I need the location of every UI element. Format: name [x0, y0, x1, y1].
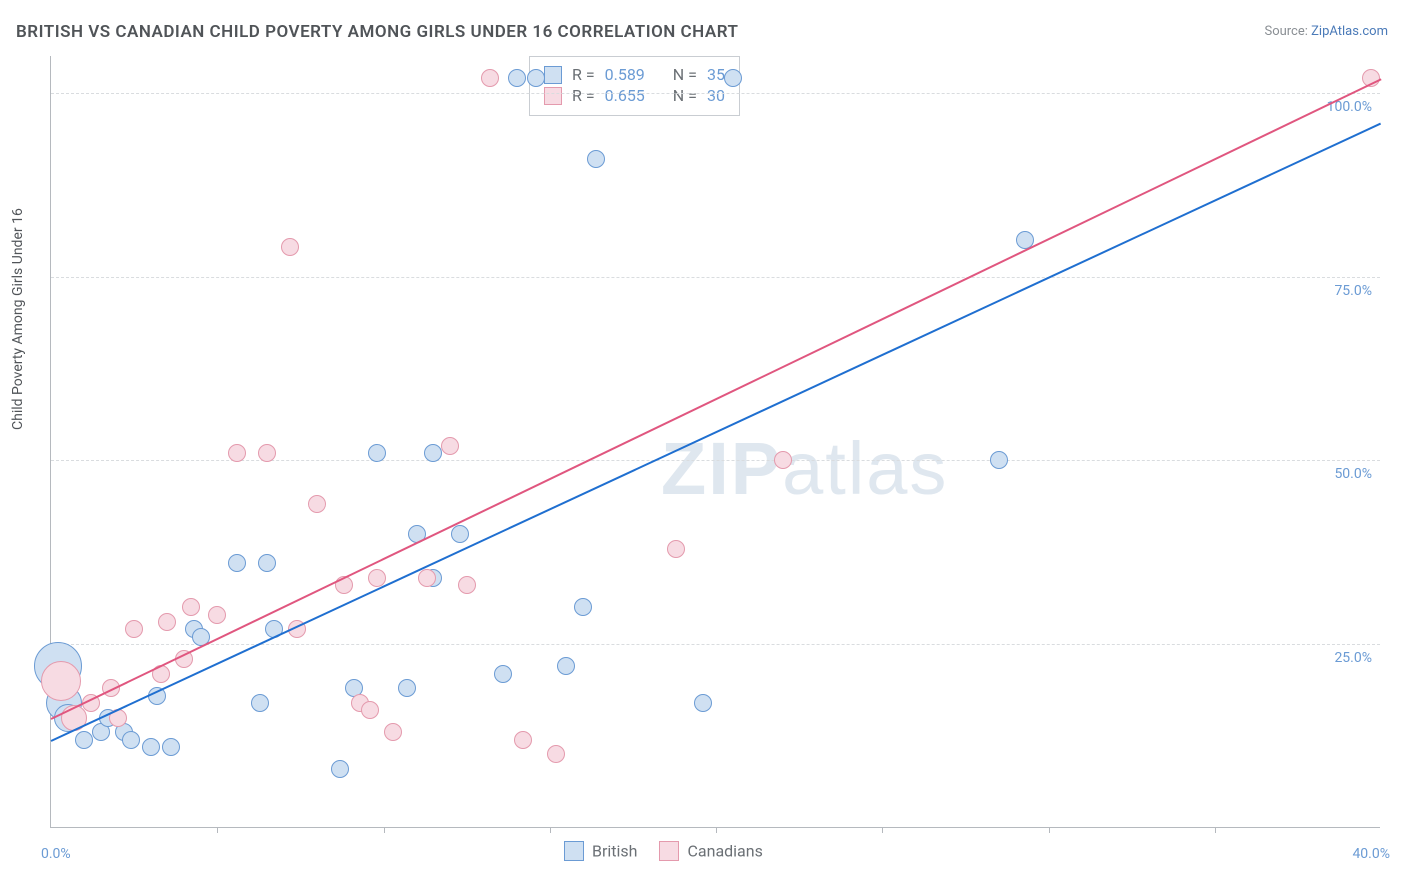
scatter-point — [451, 525, 469, 543]
source-link[interactable]: ZipAtlas.com — [1311, 24, 1388, 39]
plot-area: ZIPatlas R =0.589N =35R =0.655N =30 25.0… — [50, 56, 1380, 828]
scatter-point — [281, 238, 299, 256]
scatter-point — [667, 540, 685, 558]
gridline-h — [51, 93, 1380, 94]
scatter-point — [587, 150, 605, 168]
scatter-point — [508, 69, 526, 87]
scatter-point — [162, 738, 180, 756]
scatter-point — [384, 723, 402, 741]
scatter-point — [258, 554, 276, 572]
legend: British Canadians — [564, 840, 763, 861]
stats-row: R = 0.655 N = 30 — [544, 86, 725, 105]
legend-swatch-icon — [564, 841, 584, 861]
legend-label: Canadians — [687, 841, 762, 860]
scatter-point — [228, 444, 246, 462]
scatter-point — [990, 451, 1008, 469]
scatter-point — [368, 444, 386, 462]
gridline-h — [51, 460, 1380, 461]
legend-swatch-icon — [544, 66, 562, 84]
scatter-point — [557, 657, 575, 675]
stat-value-R: 0.655 — [605, 86, 645, 105]
y-tick-label: 25.0% — [1334, 650, 1372, 666]
scatter-point — [724, 69, 742, 87]
scatter-point — [158, 613, 176, 631]
gridline-h — [51, 277, 1380, 278]
x-tick — [550, 827, 551, 833]
scatter-point — [458, 576, 476, 594]
scatter-point — [142, 738, 160, 756]
x-tick — [716, 827, 717, 833]
scatter-point — [182, 598, 200, 616]
scatter-point — [494, 665, 512, 683]
scatter-point — [228, 554, 246, 572]
stat-label-N: N = — [673, 65, 697, 84]
chart-container: BRITISH VS CANADIAN CHILD POVERTY AMONG … — [0, 0, 1406, 892]
source-attribution: Source: ZipAtlas.com — [1264, 24, 1388, 39]
stats-row: R = 0.589 N = 35 — [544, 65, 725, 84]
x-tick — [384, 827, 385, 833]
scatter-point — [122, 731, 140, 749]
x-tick — [1049, 827, 1050, 833]
source-prefix: Source: — [1264, 24, 1311, 39]
stat-label-R: R = — [572, 86, 595, 105]
x-tick — [1215, 827, 1216, 833]
scatter-point — [398, 679, 416, 697]
scatter-point — [527, 69, 545, 87]
scatter-point — [441, 437, 459, 455]
scatter-point — [514, 731, 532, 749]
scatter-point — [774, 451, 792, 469]
scatter-point — [694, 694, 712, 712]
scatter-point — [251, 694, 269, 712]
y-axis-label: Child Poverty Among Girls Under 16 — [10, 208, 26, 430]
scatter-point — [331, 760, 349, 778]
legend-label: British — [592, 841, 637, 860]
scatter-point — [41, 661, 81, 701]
legend-swatch-icon — [659, 841, 679, 861]
legend-item: Canadians — [659, 840, 762, 861]
scatter-point — [481, 69, 499, 87]
scatter-point — [574, 598, 592, 616]
scatter-point — [361, 701, 379, 719]
y-tick-label: 50.0% — [1334, 466, 1372, 482]
scatter-point — [547, 745, 565, 763]
y-tick-label: 75.0% — [1334, 283, 1372, 299]
trend-line — [51, 78, 1382, 719]
trend-line — [51, 122, 1382, 741]
x-tick-label-max: 40.0% — [1352, 846, 1390, 862]
scatter-point — [424, 444, 442, 462]
x-tick-label-min: 0.0% — [41, 846, 71, 862]
gridline-h — [51, 644, 1380, 645]
stats-box: R = 0.589 N = 35 R = 0.655 N = 30 — [529, 56, 740, 116]
scatter-point — [418, 569, 436, 587]
x-tick — [217, 827, 218, 833]
legend-item: British — [564, 840, 637, 861]
stat-label-R: R = — [572, 65, 595, 84]
scatter-point — [308, 495, 326, 513]
scatter-point — [75, 731, 93, 749]
stat-label-N: N = — [673, 86, 697, 105]
scatter-point — [258, 444, 276, 462]
stat-value-R: 0.589 — [605, 65, 645, 84]
scatter-point — [125, 620, 143, 638]
legend-swatch-icon — [544, 87, 562, 105]
stat-value-N: 35 — [707, 65, 725, 84]
x-tick — [882, 827, 883, 833]
chart-title: BRITISH VS CANADIAN CHILD POVERTY AMONG … — [16, 22, 738, 42]
scatter-point — [208, 606, 226, 624]
stat-value-N: 30 — [707, 86, 725, 105]
